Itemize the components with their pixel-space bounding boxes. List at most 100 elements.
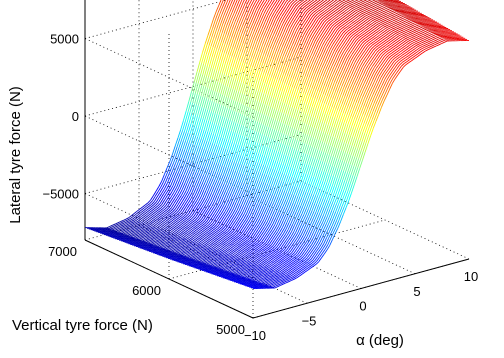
mesh-segment: [267, 127, 272, 138]
mesh-segment: [231, 243, 235, 247]
mesh-segment: [258, 102, 262, 112]
mesh-segment: [209, 122, 214, 133]
mesh-segment: [234, 144, 239, 153]
mesh-segment: [341, 18, 345, 22]
mesh-segment: [233, 112, 238, 122]
mesh-segment: [271, 149, 276, 160]
mesh-segment: [183, 190, 187, 197]
mesh-segment: [355, 9, 359, 12]
mesh-segment: [188, 192, 193, 199]
mesh-segment: [212, 19, 216, 29]
mesh-segment: [259, 103, 264, 113]
mesh-segment: [170, 244, 174, 247]
mesh-segment: [363, 27, 367, 31]
mesh-segment: [323, 78, 328, 86]
mesh-segment: [273, 61, 278, 70]
mesh-segment: [294, 54, 298, 62]
mesh-segment: [375, 15, 379, 18]
mesh-segment: [288, 35, 293, 43]
mesh-segment: [175, 187, 179, 194]
mesh-segment: [298, 111, 303, 121]
mesh-segment: [190, 231, 194, 235]
mesh-segment: [278, 213, 283, 220]
mesh-segment: [155, 222, 160, 225]
mesh-segment: [185, 202, 189, 208]
mesh-segment: [154, 236, 158, 239]
mesh-segment: [311, 28, 316, 34]
mesh-segment: [229, 261, 233, 264]
mesh-segment: [182, 207, 186, 213]
mesh-segment: [309, 79, 314, 88]
mesh-segment: [247, 176, 252, 185]
mesh-segment: [267, 176, 271, 185]
mesh-segment: [230, 261, 234, 265]
mesh-segment: [241, 26, 246, 34]
grid-line: [84, 193, 254, 272]
mesh-segment: [291, 79, 296, 88]
mesh-segment: [322, 0, 326, 4]
mesh-segment: [198, 231, 203, 235]
mesh-segment: [258, 71, 263, 81]
mesh-segment: [226, 192, 230, 200]
mesh-segment: [127, 222, 131, 225]
mesh-segment: [246, 167, 251, 176]
mesh-segment: [184, 111, 189, 122]
mesh-segment: [341, 4, 345, 7]
mesh-segment: [158, 242, 162, 245]
mesh-segment: [274, 140, 279, 151]
mesh-segment: [271, 78, 276, 88]
mesh-segment: [342, 0, 346, 2]
mesh-segment: [378, 14, 382, 17]
mesh-segment: [236, 123, 241, 134]
mesh-segment: [125, 223, 129, 227]
mesh-segment: [200, 232, 205, 236]
mesh-segment: [249, 129, 254, 140]
mesh-segment: [175, 199, 180, 205]
mesh-segment: [241, 224, 246, 230]
mesh-segment: [250, 140, 255, 151]
mesh-segment: [219, 137, 224, 147]
mesh-segment: [316, 92, 320, 100]
mesh-segment: [227, 242, 231, 245]
mesh-segment: [130, 221, 134, 224]
mesh-segment: [182, 110, 187, 121]
mesh-segment: [248, 57, 252, 66]
mesh-segment: [159, 236, 163, 239]
mesh-segment: [222, 148, 227, 157]
mesh-segment: [314, 35, 319, 42]
mesh-segment: [327, 14, 331, 17]
mesh-segment: [234, 153, 238, 162]
mesh-segment: [310, 11, 314, 16]
mesh-segment: [339, 32, 344, 38]
mesh-segment: [281, 0, 285, 5]
mesh-segment: [238, 204, 243, 212]
mesh-segment: [277, 22, 282, 30]
mesh-segment: [312, 23, 317, 28]
mesh-segment: [246, 248, 250, 252]
mesh-segment: [241, 63, 246, 73]
mesh-segment: [344, 23, 348, 27]
mesh-segment: [149, 237, 153, 240]
mesh-segment: [271, 26, 276, 34]
mesh-segment: [212, 236, 216, 240]
mesh-segment: [178, 215, 183, 218]
mesh-segment: [256, 18, 260, 26]
mesh-segment: [174, 179, 178, 187]
mesh-segment: [147, 206, 152, 210]
mesh-segment: [287, 59, 292, 68]
mesh-segment: [305, 60, 310, 68]
mesh-segment: [303, 29, 307, 36]
mesh-segment: [210, 152, 215, 161]
mesh-segment: [377, 4, 381, 8]
mesh-segment: [278, 112, 283, 122]
mesh-segment: [148, 210, 153, 214]
mesh-segment: [310, 22, 315, 27]
mesh-segment: [272, 140, 277, 150]
mesh-segment: [190, 178, 194, 186]
mesh-segment: [302, 133, 307, 143]
mesh-segment: [217, 136, 222, 146]
mesh-segment: [275, 44, 279, 52]
mesh-segment: [179, 221, 183, 225]
mesh-segment: [233, 250, 237, 253]
mesh-segment: [330, 38, 335, 44]
